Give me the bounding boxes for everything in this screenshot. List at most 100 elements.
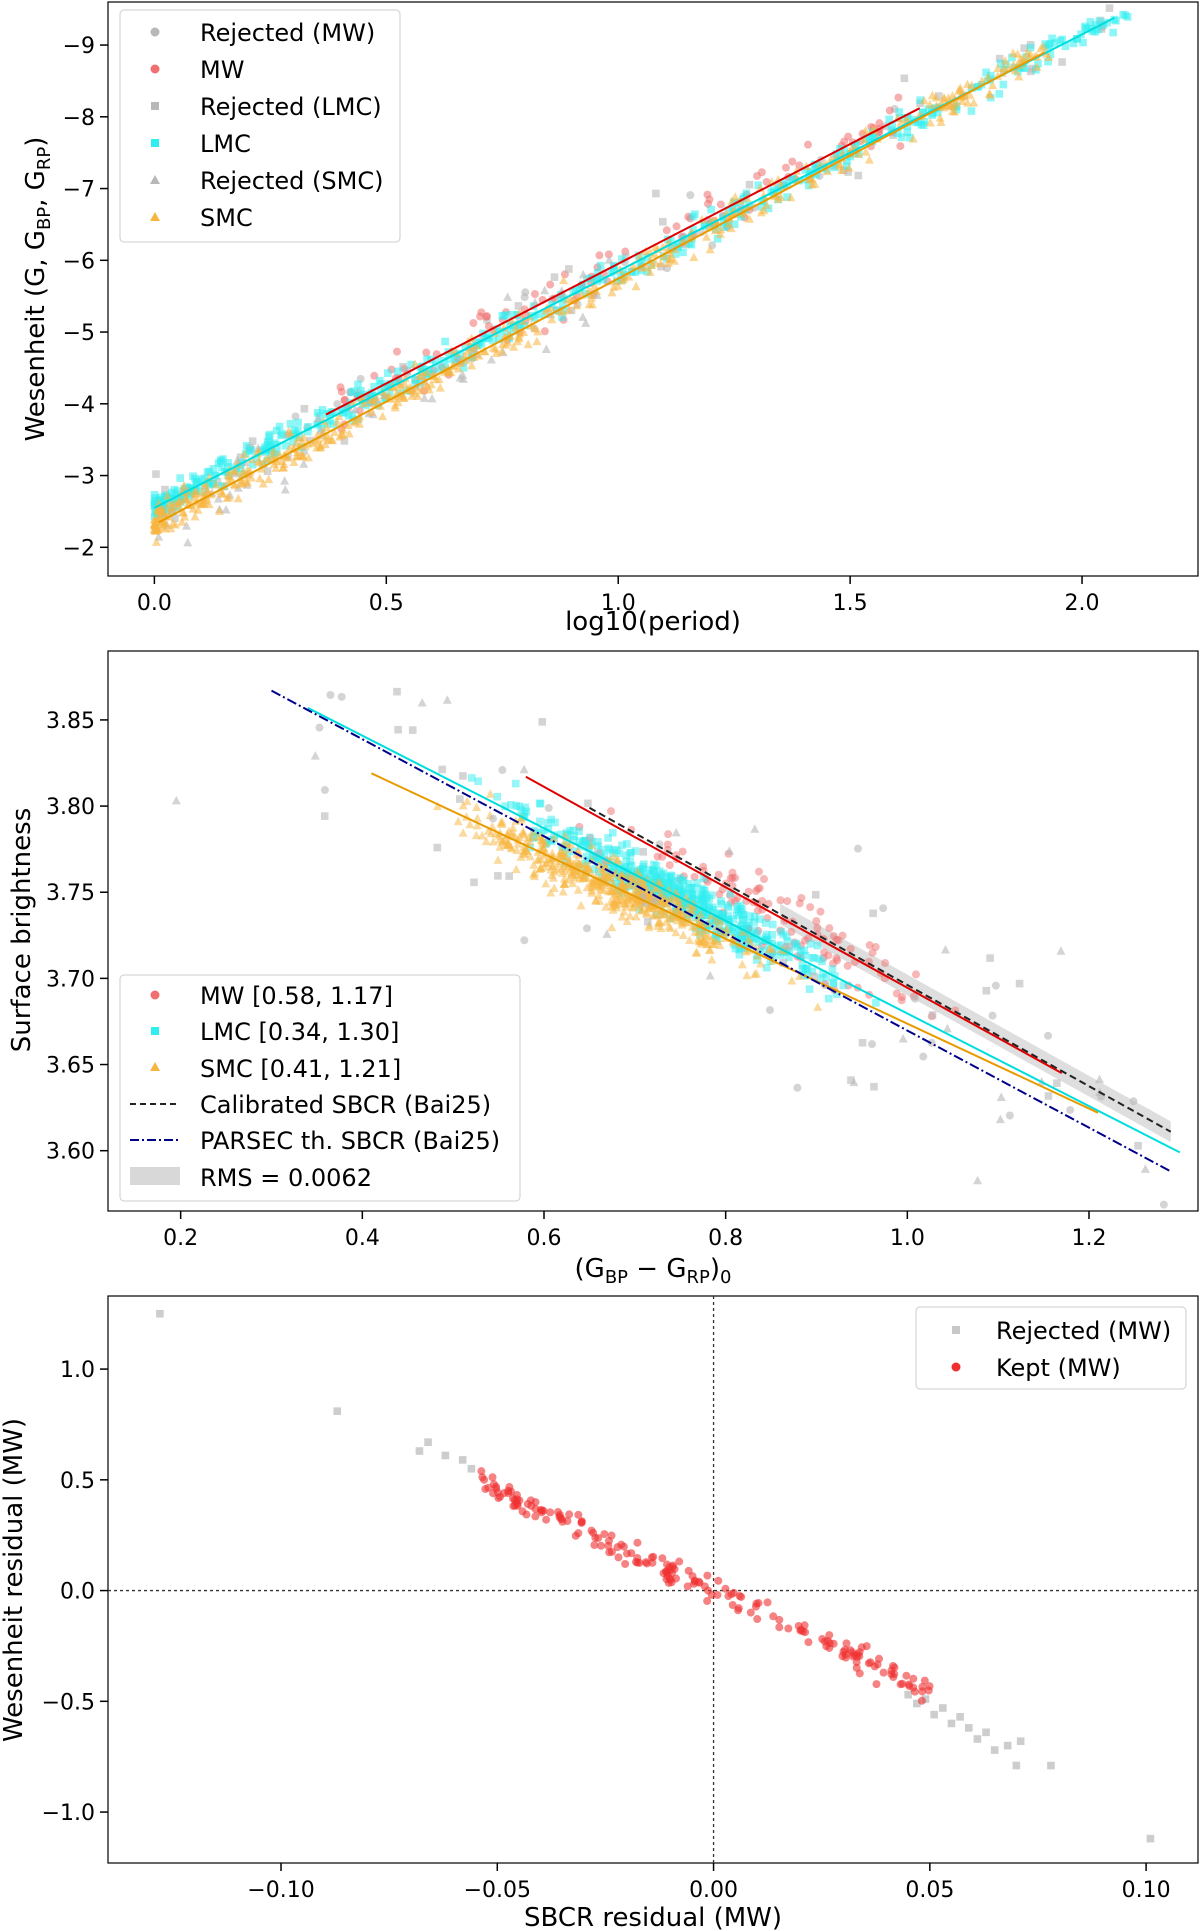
point-lmc (897, 133, 906, 142)
point-lmc (737, 907, 745, 916)
point-smc (647, 260, 657, 270)
point-lmc (793, 943, 802, 951)
point-smc (511, 323, 521, 332)
point-lmc (885, 115, 894, 124)
point-smc (753, 951, 763, 960)
point-rejected-smc (313, 413, 323, 423)
point-smc (467, 360, 477, 370)
point-smc (529, 860, 539, 869)
point-rejected-mw (441, 1451, 450, 1460)
point-lmc (799, 964, 807, 973)
point-rejected (765, 1006, 774, 1015)
point-kept-mw (658, 1554, 667, 1563)
point-smc (939, 102, 949, 112)
legend-marker-lmc (151, 139, 159, 147)
point-lmc (593, 858, 601, 866)
point-kept-mw (668, 1568, 677, 1577)
point-kept-mw (500, 1489, 509, 1498)
point-mw (881, 959, 890, 968)
point-mw (816, 907, 825, 916)
point-smc (1010, 65, 1020, 75)
fit-line-mw (525, 775, 1063, 1075)
point-lmc (703, 893, 711, 902)
point-smc (696, 909, 706, 919)
point-smc (637, 905, 647, 914)
point-rejected (470, 878, 478, 887)
point-rejected-lmc (1058, 58, 1066, 66)
point-kept-mw (675, 1557, 684, 1566)
point-smc (405, 382, 415, 392)
point-smc (407, 391, 417, 400)
point-rejected (326, 690, 335, 699)
point-smc (468, 343, 478, 353)
point-kept-mw (597, 1541, 606, 1550)
legend-marker-smc (150, 212, 160, 221)
point-rejected (986, 954, 994, 962)
point-rejected-mw (686, 191, 695, 200)
point-rejected (869, 909, 877, 918)
point-lmc (495, 335, 503, 344)
point-lmc (566, 826, 574, 835)
point-rejected (810, 972, 818, 981)
point-smc (151, 537, 161, 546)
point-smc (214, 506, 224, 515)
point-kept-mw (621, 1559, 630, 1568)
point-smc (514, 333, 524, 343)
point-smc (224, 476, 234, 485)
point-kept-mw (607, 1531, 616, 1540)
point-lmc (451, 356, 459, 365)
point-rejected-smc (581, 318, 591, 327)
point-smc (861, 147, 871, 156)
point-smc (413, 391, 423, 400)
point-rejected-lmc (403, 367, 412, 375)
point-lmc (627, 848, 635, 857)
point-lmc (987, 71, 995, 80)
point-rejected (310, 751, 320, 760)
point-smc (705, 945, 715, 954)
point-lmc (667, 236, 675, 245)
point-lmc (903, 128, 912, 137)
point-kept-mw (905, 1682, 914, 1691)
point-lmc (808, 967, 817, 976)
point-rejected (853, 844, 862, 853)
point-smc (239, 449, 249, 459)
point-rejected-mw (990, 1746, 999, 1754)
point-smc (254, 456, 264, 465)
fit-line-mw (325, 107, 921, 416)
point-rejected-smc (486, 354, 496, 364)
point-mw (662, 226, 671, 235)
point-kept-mw (896, 1680, 905, 1689)
legend-label-rejected-smc: Rejected (SMC) (200, 167, 383, 195)
point-mw (813, 923, 822, 932)
point-rejected (320, 812, 329, 820)
point-smc (609, 282, 619, 291)
point-lmc (248, 460, 257, 469)
point-mw (812, 917, 821, 926)
legend-label-rms: RMS = 0.0062 (200, 1164, 372, 1192)
point-rejected-smc (530, 297, 540, 307)
point-smc (963, 98, 973, 107)
point-lmc (905, 133, 914, 142)
point-rejected-lmc (152, 470, 160, 478)
point-rejected-mw (1016, 1737, 1025, 1745)
point-rejected (320, 786, 329, 795)
point-smc (549, 883, 559, 893)
point-kept-mw (518, 1507, 527, 1516)
point-rejected (1159, 1200, 1168, 1209)
point-lmc (1109, 28, 1117, 37)
point-rejected-smc (604, 255, 614, 264)
legend-label-kept-mw: Kept (MW) (996, 1354, 1121, 1382)
point-kept-mw (855, 1648, 864, 1657)
point-rejected (988, 1011, 997, 1020)
point-smc (510, 831, 520, 841)
point-mw (843, 961, 852, 970)
point-lmc (982, 68, 990, 77)
point-rejected (171, 795, 181, 805)
point-lmc (687, 240, 696, 249)
legend-marker-rejected-smc (150, 175, 160, 184)
point-rejected-mw (947, 1719, 956, 1728)
point-smc (528, 827, 538, 836)
point-smc (378, 411, 388, 421)
y-axis-label-3: Wesenheit residual (MW) (0, 1418, 29, 1742)
point-rejected (538, 718, 547, 726)
